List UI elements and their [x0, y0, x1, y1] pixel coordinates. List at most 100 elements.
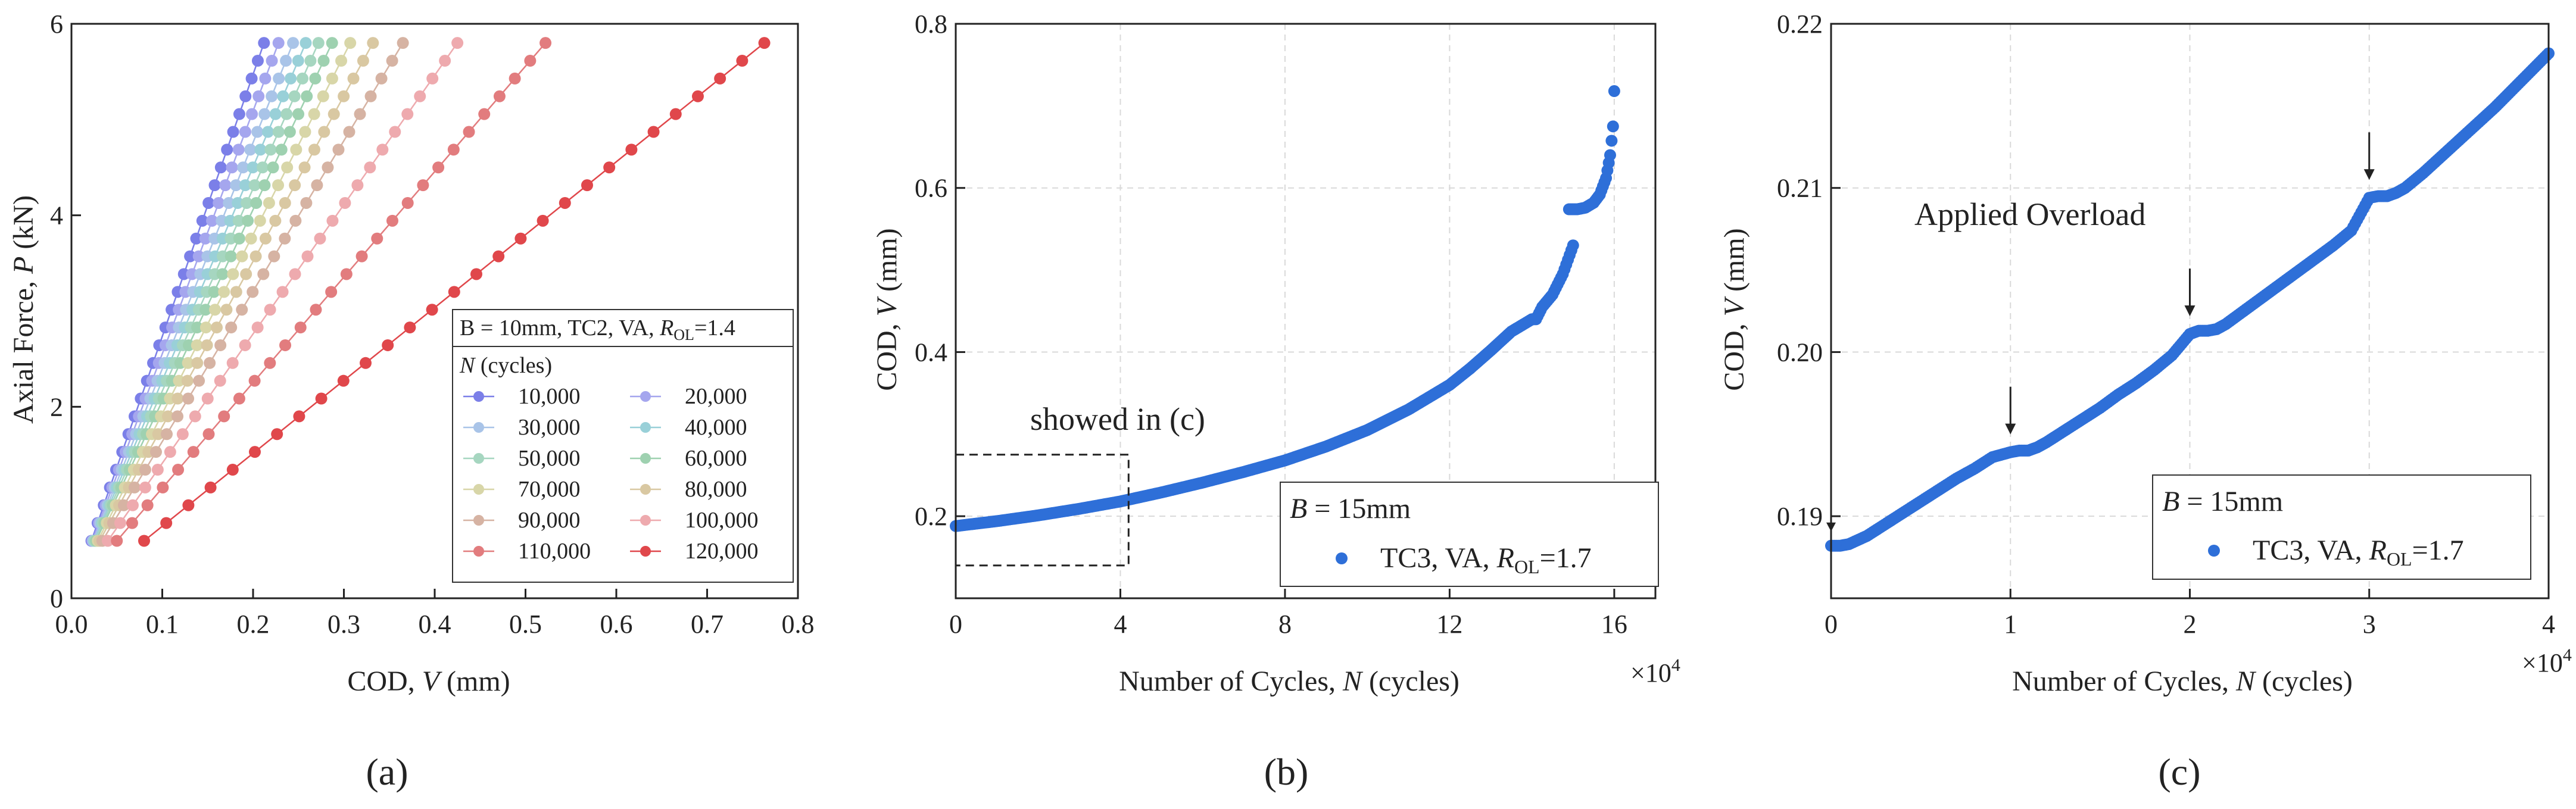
- data-point-40,000: [292, 55, 304, 67]
- data-point-80,000: [191, 357, 204, 369]
- data-point-30,000: [273, 72, 285, 85]
- panel-b: 0 4 8 12 16 0.2 0.4 0.6 0.8 showed in (c) Number…: [871, 10, 1680, 697]
- data-point-80,000: [259, 232, 272, 245]
- data-point-100,000: [289, 268, 301, 280]
- data-point-100,000: [214, 374, 226, 387]
- data-point-80,000: [328, 108, 340, 120]
- data-point-20,000: [259, 72, 272, 85]
- panel-a-legend-box: [452, 309, 794, 583]
- data-point-30,000: [258, 108, 271, 120]
- data-point-90,000: [386, 55, 398, 67]
- data-point-20,000: [252, 90, 265, 102]
- data-point-70,000: [254, 214, 266, 227]
- data-point-110,000: [493, 90, 506, 102]
- data-point-100,000: [264, 304, 276, 316]
- panel-b-y-label: COD, V (mm): [871, 228, 903, 391]
- legend-marker-10,000: [473, 391, 484, 402]
- panel-a-x-label: COD, V (mm): [347, 666, 510, 697]
- data-point-100,000: [426, 72, 439, 85]
- data-point-120,000: [603, 161, 616, 174]
- data-point-110,000: [401, 196, 414, 209]
- data-point-100,000: [126, 499, 139, 511]
- a-x-tick-label: 0.0: [55, 610, 88, 639]
- data-point-120,000: [758, 37, 771, 49]
- data-point-70,000: [317, 90, 329, 102]
- data-point-60,000: [283, 126, 296, 138]
- a-y-tick-label: 6: [50, 10, 63, 39]
- panel-a: 0.0 0.1 0.2 0.3 0.4 0.5 0.6 0.7 0.8 0 2 4 6 COD, V (…: [8, 10, 815, 697]
- data-point-110,000: [340, 268, 353, 280]
- data-point-90,000: [268, 250, 280, 263]
- data-point-120,000: [248, 446, 261, 458]
- data-point-110,000: [417, 179, 429, 192]
- data-point-40,000: [277, 90, 289, 102]
- panel-c-legend-box: [2152, 474, 2531, 580]
- panel-b-legend-label: TC3, VA, ROL=1.7: [1380, 542, 1592, 577]
- data-point-90,000: [289, 214, 302, 227]
- c-y-tick-label: 0.20: [1777, 338, 1823, 367]
- data-point-70,000: [290, 143, 302, 156]
- data-point-50,000: [217, 250, 229, 263]
- c-y-tick-label: 0.22: [1777, 10, 1823, 39]
- data-point-70,000: [281, 161, 294, 174]
- data-point-120,000: [271, 428, 283, 441]
- data-point-50,000: [224, 232, 237, 245]
- a-x-tick-label: 0.7: [691, 610, 723, 639]
- data-point-90,000: [128, 481, 141, 493]
- data-point-90,000: [214, 339, 227, 351]
- data-point-50,000: [241, 196, 253, 209]
- legend-label-80,000: 80,000: [685, 477, 747, 502]
- panel-a-y-label: Axial Force, P (kN): [8, 195, 39, 424]
- data-point-100,000: [164, 446, 176, 458]
- data-point: [1608, 85, 1620, 98]
- a-y-tick-label: 0: [50, 584, 63, 613]
- data-point-80,000: [338, 90, 350, 102]
- data-point-120,000: [492, 250, 505, 263]
- data-point-30,000: [280, 55, 292, 67]
- data-point-10,000: [214, 161, 227, 174]
- data-point: [1607, 120, 1619, 133]
- data-point-20,000: [219, 179, 232, 192]
- data-point-20,000: [266, 55, 278, 67]
- data-point-100,000: [189, 410, 201, 423]
- data-point-70,000: [236, 250, 248, 263]
- data-point-90,000: [117, 499, 130, 511]
- data-point-40,000: [300, 37, 312, 49]
- legend-label-40,000: 40,000: [685, 415, 747, 440]
- legend-marker-90,000: [473, 515, 484, 526]
- data-point-30,000: [223, 196, 235, 209]
- data-point-70,000: [227, 268, 239, 280]
- data-point-120,000: [669, 108, 682, 120]
- legend-marker-20,000: [640, 391, 651, 402]
- data-point-30,000: [230, 179, 242, 192]
- data-point-100,000: [351, 179, 364, 192]
- data-point-50,000: [248, 179, 261, 192]
- data-point-100,000: [439, 55, 451, 67]
- data-point-120,000: [736, 55, 749, 67]
- a-x-tick-label: 0.2: [237, 610, 270, 639]
- data-point-10,000: [245, 72, 258, 85]
- data-point-40,000: [232, 196, 244, 209]
- data-point-110,000: [279, 339, 292, 351]
- data-point-100,000: [139, 481, 151, 493]
- a-x-tick-label: 0.4: [419, 610, 451, 639]
- data-point-90,000: [236, 304, 248, 316]
- data-point-70,000: [308, 108, 320, 120]
- b-y-tick-label: 0.2: [915, 502, 947, 531]
- data-point-110,000: [463, 126, 475, 138]
- data-point-100,000: [201, 392, 214, 405]
- a-x-tick-label: 0.5: [509, 610, 542, 639]
- data-point-120,000: [315, 392, 328, 405]
- a-x-tick-label: 0.8: [782, 610, 815, 639]
- data-point-100,000: [364, 161, 376, 174]
- data-point-90,000: [225, 321, 238, 334]
- panel-b-x-multiplier: ×104: [1630, 655, 1680, 688]
- data-point: [1567, 239, 1579, 252]
- data-point-50,000: [304, 55, 317, 67]
- data-point-80,000: [298, 161, 311, 174]
- data-point-100,000: [276, 286, 289, 298]
- data-point-60,000: [250, 196, 263, 209]
- data-point-90,000: [182, 392, 195, 405]
- data-point-100,000: [339, 196, 351, 209]
- data-point-110,000: [233, 392, 245, 405]
